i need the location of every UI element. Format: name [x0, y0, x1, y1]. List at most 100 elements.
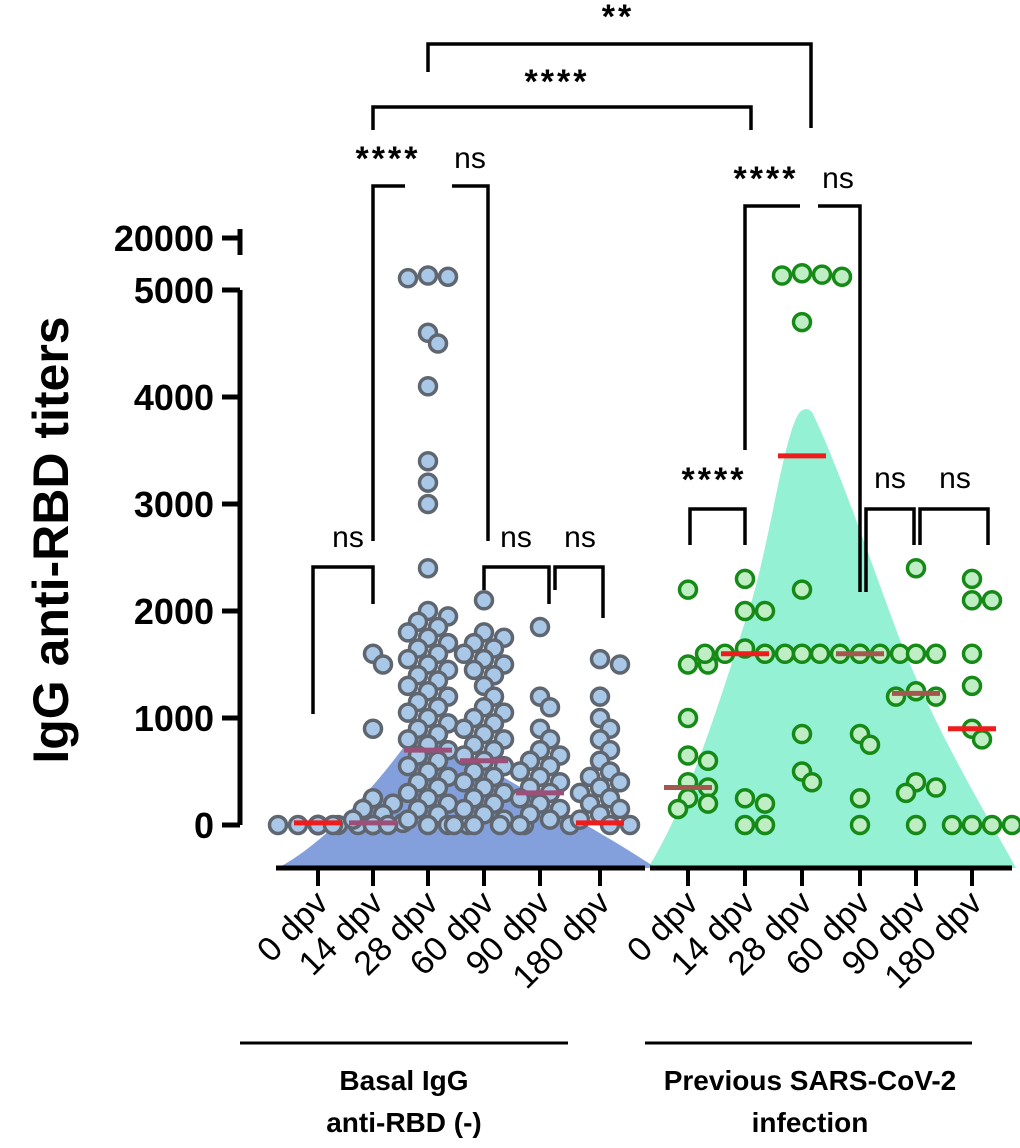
- sig-g1-60-90-bracket: [482, 565, 551, 604]
- sig-g1-28-60-bracket: [452, 184, 490, 541]
- group-2-label-line1: Previous SARS-CoV-2: [664, 1065, 957, 1096]
- point-g2-c5-1: [905, 557, 927, 579]
- point-g2-c3-8: [791, 723, 813, 745]
- point-g2-c4-8: [859, 734, 881, 755]
- y-tick-label-0: 0: [194, 805, 214, 846]
- point-g2-c1-5: [677, 745, 699, 766]
- point-g2-c5-2: [905, 643, 927, 665]
- point-g1-c3-5: [427, 333, 449, 354]
- point-g2-c2-2: [734, 600, 756, 622]
- sig-g1-14-28-label: ****: [356, 140, 421, 178]
- sig-g1-0-14-bracket: [311, 565, 375, 714]
- point-g2-c3-2: [811, 264, 833, 285]
- point-g1-c3-10: [417, 557, 439, 579]
- point-g1-c3-50: [397, 809, 419, 830]
- sig-g2-60-90-bracket: [864, 507, 916, 592]
- point-g2-c5-8: [925, 777, 947, 798]
- point-g1-c6-20: [619, 814, 641, 836]
- sig-cross-28-label: **: [602, 0, 634, 36]
- point-g2-c6-9: [981, 814, 1003, 836]
- label-layer: IgG anti-RBD titers Basal IgG anti-RBD (…: [23, 316, 956, 1138]
- sig-g1-14-28-bracket: [371, 184, 405, 541]
- point-g1-c5-10: [509, 761, 531, 782]
- point-g2-c6-2: [961, 590, 983, 611]
- point-g1-c3-2: [437, 266, 459, 287]
- sig-cross-28-bracket: [426, 42, 813, 128]
- point-g1-c5-22: [489, 814, 511, 836]
- group-1-label-line2: anti-RBD (-): [326, 1107, 482, 1138]
- point-g2-c5-9: [895, 782, 917, 804]
- sig-g2-28-60-bracket: [818, 204, 862, 592]
- point-g1-c4-27: [453, 771, 475, 793]
- sig-g2-28-60-label: ns: [822, 162, 854, 195]
- sig-g2-90-180-bracket: [918, 507, 990, 545]
- y-tick-label-20000: 20000: [114, 218, 214, 259]
- point-g2-c6-7: [971, 729, 993, 750]
- point-g1-c5-1: [529, 616, 551, 638]
- point-g1-c4-9: [463, 659, 485, 681]
- point-g1-c2-2: [372, 654, 394, 675]
- point-g2-c5-3: [925, 643, 947, 665]
- y-tick-label-2000: 2000: [134, 591, 214, 632]
- point-g2-c6-4: [961, 643, 983, 665]
- sig-g1-28-60-label: ns: [454, 142, 486, 175]
- point-g1-c3-3: [397, 267, 419, 289]
- point-g2-c1-2: [677, 654, 699, 675]
- violin-previous-infection: [648, 409, 1016, 868]
- point-g1-c3-8: [417, 472, 439, 493]
- point-g1-c6-2: [609, 654, 631, 675]
- point-g2-c6-8: [961, 814, 983, 836]
- point-g1-c3-30: [397, 702, 419, 723]
- point-g2-c4-5: [809, 643, 831, 665]
- point-g2-c3-3: [771, 265, 793, 286]
- sig-g1-0-14-label: ns: [332, 521, 364, 554]
- point-g1-c2-8: [342, 809, 364, 830]
- point-g2-c1-4: [677, 707, 699, 729]
- sig-cross-14-label: ****: [525, 63, 590, 101]
- point-g2-c3-6: [791, 579, 813, 600]
- median-layer: [294, 453, 996, 826]
- point-g1-c6-18: [569, 809, 591, 830]
- point-g1-c3-40: [397, 755, 419, 777]
- point-g1-c1-5: [267, 814, 289, 836]
- y-axis-label: IgG anti-RBD titers: [23, 316, 79, 763]
- point-g2-c3-5: [791, 311, 813, 333]
- point-g2-c2-9: [734, 788, 756, 809]
- point-g2-c4-10: [849, 814, 871, 836]
- point-g1-c5-20: [509, 814, 531, 836]
- sig-g2-14-28-label: ****: [734, 160, 799, 198]
- point-g1-c3-51: [417, 814, 439, 836]
- point-g1-c3-20: [397, 648, 419, 670]
- sig-g1-60-90-label: ns: [500, 521, 532, 554]
- sig-g2-0-14-label: ****: [682, 461, 747, 499]
- point-g2-c2-12: [754, 814, 776, 836]
- point-g1-c4-35: [463, 814, 485, 836]
- point-g1-c5-19: [539, 809, 561, 830]
- point-g1-c6-16: [609, 798, 631, 820]
- y-tick-label-1000: 1000: [134, 698, 214, 739]
- point-g1-c3-6: [417, 376, 439, 397]
- point-g1-c3-1: [417, 265, 439, 286]
- sig-g1-90-180-bracket: [553, 565, 605, 618]
- point-g2-c2-1: [734, 568, 756, 590]
- y-tick-label-4000: 4000: [134, 377, 214, 418]
- point-g2-c3-4: [831, 266, 853, 287]
- point-g2-c1-10: [697, 793, 719, 814]
- point-g2-c6-5: [961, 675, 983, 697]
- sig-g2-60-90-label: ns: [874, 462, 906, 495]
- sig-g2-0-14-bracket: [688, 507, 747, 545]
- point-g2-c2-11: [734, 814, 756, 836]
- point-g1-c6-11: [609, 771, 631, 793]
- point-g2-c2-10: [754, 793, 776, 814]
- point-g2-c2-3: [754, 600, 776, 622]
- point-g1-c2-3: [362, 718, 384, 739]
- point-g2-c6-3: [981, 590, 1003, 611]
- points-layer: [267, 262, 1020, 836]
- point-g1-c3-35: [397, 729, 419, 750]
- point-g2-c3-1: [791, 262, 813, 284]
- point-g2-c4-9: [849, 788, 871, 809]
- sig-g2-14-28-bracket: [743, 204, 800, 450]
- point-g2-c1-1: [677, 579, 699, 600]
